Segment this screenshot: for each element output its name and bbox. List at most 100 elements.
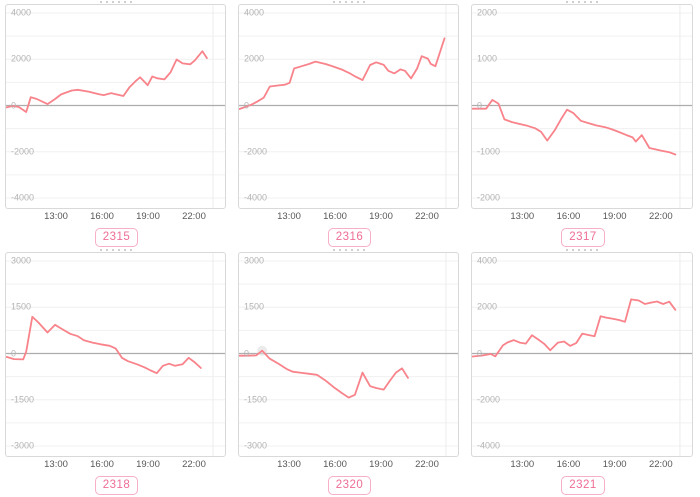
clipped-chart-title	[466, 248, 700, 252]
chart-cell: 4000 2000 0 -2000 -4000 13:00 16:00 19:00 22:00…	[233, 0, 466, 248]
clipped-chart-title	[233, 0, 466, 4]
y-tick-label: 3000	[11, 255, 32, 266]
line-chart-svg	[6, 253, 225, 456]
line-chart-2321[interactable]: 4000 2000 0 -2000 -4000	[471, 252, 693, 457]
chart-cell: 2000 1000 0 -1000 -2000 13:00 16:00 19:00 22:00…	[466, 0, 700, 248]
y-tick-label: 0	[477, 348, 483, 358]
x-tick-label: 19:00	[369, 459, 393, 470]
line-chart-svg	[239, 5, 458, 208]
clipped-title-fragment	[99, 1, 134, 3]
clipped-chart-title	[233, 248, 466, 252]
x-tick-label: 13:00	[277, 459, 301, 470]
line-chart-svg	[472, 253, 692, 456]
profit-line-series	[6, 50, 208, 113]
x-tick-label: 13:00	[44, 459, 68, 470]
stock-code-badge[interactable]: 2318	[94, 476, 139, 495]
badge-row: 2320	[233, 475, 466, 495]
y-tick-label: -2000	[244, 146, 268, 157]
y-tick-label: 1000	[477, 53, 498, 64]
x-tick-label: 13:00	[44, 211, 68, 222]
profit-line-series	[472, 298, 677, 358]
x-tick-label: 22:00	[415, 211, 439, 222]
y-tick-label: 2000	[477, 301, 498, 312]
x-axis-labels: 13:00 16:00 19:00 22:00	[471, 209, 693, 224]
y-tick-label: -1000	[477, 146, 501, 157]
badge-row: 2317	[466, 227, 700, 247]
x-tick-label: 19:00	[136, 211, 160, 222]
chart-cell: 3000 1500 0 -1500 -3000 13:00 16:00 19:00 22:00…	[0, 248, 233, 497]
badge-row: 2321	[466, 475, 700, 495]
profit-line-series	[239, 37, 446, 110]
y-tick-label: 0	[477, 100, 483, 110]
x-tick-label: 19:00	[602, 459, 627, 470]
y-tick-label: 1500	[244, 301, 265, 312]
clipped-title-fragment	[566, 249, 600, 251]
x-tick-label: 13:00	[510, 211, 535, 222]
x-tick-label: 19:00	[602, 211, 627, 222]
y-tick-label: -4000	[477, 440, 501, 451]
badge-row: 2316	[233, 227, 466, 247]
x-tick-label: 16:00	[90, 459, 114, 470]
stock-code-badge[interactable]: 2320	[327, 476, 372, 495]
x-tick-label: 16:00	[323, 459, 347, 470]
clipped-chart-title	[0, 248, 233, 252]
chart-cell: 3000 1500 0 -1500 -3000 13:00 16:00 19:00 22:00…	[233, 248, 466, 497]
y-tick-label: 2000	[477, 7, 498, 18]
y-tick-label: 1500	[11, 301, 32, 312]
x-tick-label: 22:00	[648, 459, 673, 470]
x-axis-labels: 13:00 16:00 19:00 22:00	[5, 209, 226, 224]
x-tick-label: 13:00	[510, 459, 535, 470]
x-tick-label: 13:00	[277, 211, 301, 222]
profit-line-series	[239, 349, 409, 399]
clipped-chart-title	[0, 0, 233, 4]
x-tick-label: 22:00	[415, 459, 439, 470]
profit-line-series	[6, 315, 202, 375]
line-chart-2315[interactable]: 4000 2000 0 -2000 -4000	[5, 4, 226, 209]
x-axis-labels: 13:00 16:00 19:00 22:00	[238, 209, 459, 224]
x-tick-label: 16:00	[90, 211, 114, 222]
profit-line-series	[472, 99, 677, 156]
line-chart-2320[interactable]: 3000 1500 0 -1500 -3000	[238, 252, 459, 457]
x-tick-label: 22:00	[648, 211, 673, 222]
x-tick-label: 19:00	[136, 459, 160, 470]
y-tick-label: -3000	[244, 440, 268, 451]
clipped-chart-title	[466, 0, 700, 4]
y-tick-label: 0	[11, 348, 17, 358]
clipped-title-fragment	[99, 249, 134, 251]
line-chart-2317[interactable]: 2000 1000 0 -1000 -2000	[471, 4, 693, 209]
y-tick-label: 2000	[11, 53, 32, 64]
clipped-title-fragment	[332, 1, 367, 3]
line-chart-svg	[6, 5, 225, 208]
y-tick-label: -4000	[11, 192, 35, 203]
y-tick-label: 3000	[244, 255, 265, 266]
clipped-title-fragment	[332, 249, 367, 251]
y-tick-label: -1500	[11, 394, 35, 405]
y-tick-label: 4000	[244, 7, 265, 18]
x-tick-label: 16:00	[323, 211, 347, 222]
x-tick-label: 22:00	[182, 459, 206, 470]
y-tick-label: -2000	[477, 192, 501, 203]
x-tick-label: 19:00	[369, 211, 393, 222]
line-chart-2318[interactable]: 3000 1500 0 -1500 -3000	[5, 252, 226, 457]
y-tick-label: 2000	[244, 53, 265, 64]
line-chart-2316[interactable]: 4000 2000 0 -2000 -4000	[238, 4, 459, 209]
chart-cell: 4000 2000 0 -2000 -4000 13:00 16:00 19:00 22:00…	[0, 0, 233, 248]
stock-code-badge[interactable]: 2321	[561, 476, 605, 495]
y-tick-label: 4000	[11, 7, 32, 18]
badge-row: 2315	[0, 227, 233, 247]
y-tick-label: -2000	[11, 146, 35, 157]
line-chart-svg	[472, 5, 692, 208]
y-tick-label: 0	[11, 100, 17, 110]
stock-code-badge[interactable]: 2317	[561, 228, 605, 247]
x-tick-label: 16:00	[556, 459, 581, 470]
y-tick-label: 0	[244, 348, 250, 358]
clipped-title-fragment	[566, 1, 600, 3]
x-axis-labels: 13:00 16:00 19:00 22:00	[5, 457, 226, 472]
stock-code-badge[interactable]: 2316	[327, 228, 372, 247]
y-tick-label: 0	[244, 100, 250, 110]
y-tick-label: -4000	[244, 192, 268, 203]
x-axis-labels: 13:00 16:00 19:00 22:00	[471, 457, 693, 472]
line-chart-svg	[239, 253, 458, 456]
stock-code-badge[interactable]: 2315	[94, 228, 139, 247]
